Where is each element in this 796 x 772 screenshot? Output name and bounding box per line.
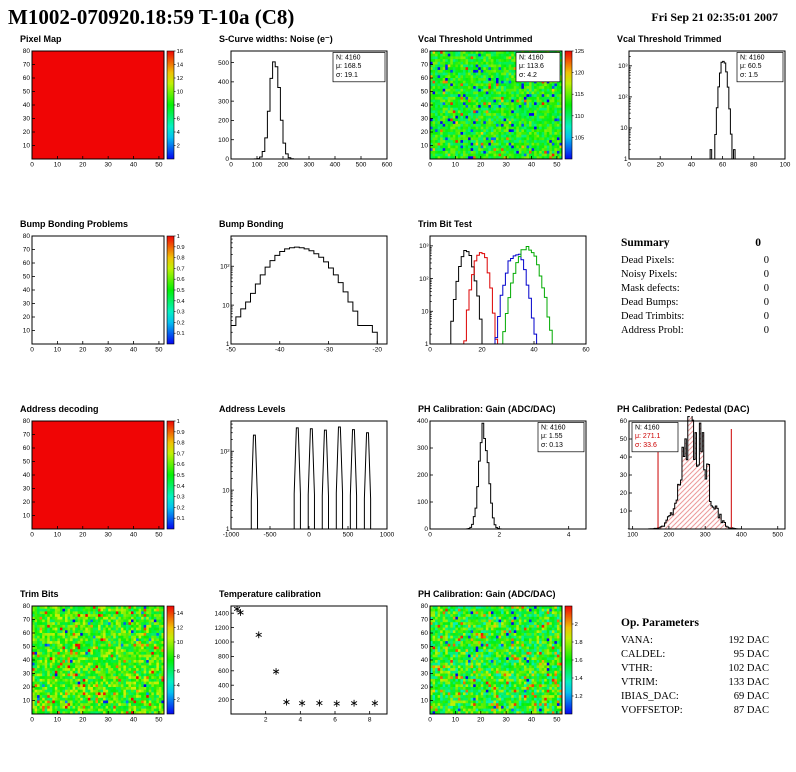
param-label: Mask defects: xyxy=(621,283,680,294)
param-row: Address Probl: 0 xyxy=(621,324,769,338)
param-row: CALDEL: 95 DAC xyxy=(621,648,769,662)
param-label: Noisy Pixels: xyxy=(621,269,678,280)
param-label: Address Probl: xyxy=(621,325,684,336)
param-label: Dead Pixels: xyxy=(621,255,675,266)
param-row: Dead Pixels: 0 xyxy=(621,254,769,268)
panel-title: Trim Bits xyxy=(20,589,59,599)
param-row: Noisy Pixels: 0 xyxy=(621,268,769,282)
panel-address-decoding: Address decoding xyxy=(0,402,199,587)
pixel-map-canvas xyxy=(6,46,198,174)
panel-title: Bump Bonding xyxy=(219,219,284,229)
param-value: 95 DAC xyxy=(733,649,769,660)
op-parameters-title: Op. Parameters xyxy=(621,617,699,629)
panel-ph-gain-map: PH Calibration: Gain (ADC/DAC) xyxy=(398,587,597,772)
panel-title: S-Curve widths: Noise (e⁻) xyxy=(219,34,333,44)
panel-scurve-noise: S-Curve widths: Noise (e⁻) xyxy=(199,32,398,217)
ph-gain-canvas xyxy=(404,416,596,544)
page-title: M1002-070920.18:59 T-10a (C8) xyxy=(8,5,295,29)
summary-title: Summary xyxy=(621,237,670,249)
param-row: Dead Trimbits: 0 xyxy=(621,310,769,324)
param-label: CALDEL: xyxy=(621,649,666,660)
panel-title: PH Calibration: Gain (ADC/DAC) xyxy=(418,589,556,599)
report-datetime: Fri Sep 21 02:35:01 2007 xyxy=(651,10,778,24)
panel-title: Vcal Threshold Trimmed xyxy=(617,34,722,44)
param-label: IBIAS_DAC: xyxy=(621,691,679,702)
panel-title: PH Calibration: Gain (ADC/DAC) xyxy=(418,404,556,414)
panel-title: Vcal Threshold Untrimmed xyxy=(418,34,533,44)
panel-trim-bit-test: Trim Bit Test xyxy=(398,217,597,402)
bump-bonding-canvas xyxy=(205,231,397,359)
address-decoding-canvas xyxy=(6,416,198,544)
temperature-calibration-canvas xyxy=(205,601,397,729)
param-label: VTHR: xyxy=(621,663,653,674)
summary-total: 0 xyxy=(755,237,761,249)
summary-block: Summary 0 Dead Pixels: 0 Noisy Pixels: 0 Mas… xyxy=(597,217,796,402)
panel-title: Temperature calibration xyxy=(219,589,321,599)
scurve-noise-canvas xyxy=(205,46,397,174)
param-row: VOFFSETOP: 87 DAC xyxy=(621,704,769,718)
panel-ph-pedestal: PH Calibration: Pedestal (DAC) xyxy=(597,402,796,587)
param-row: IBIAS_DAC: 69 DAC xyxy=(621,690,769,704)
plots-grid: Pixel Map S-Curve widths: Noise (e⁻) Vca… xyxy=(0,32,796,772)
op-parameters-rows: VANA: 192 DAC CALDEL: 95 DAC VTHR: 102 DAC VTR… xyxy=(621,634,796,718)
panel-pixel-map: Pixel Map xyxy=(0,32,199,217)
param-value: 0 xyxy=(763,269,769,280)
param-row: Mask defects: 0 xyxy=(621,282,769,296)
panel-title: Address Levels xyxy=(219,404,286,414)
vcal-trimmed-canvas xyxy=(603,46,795,174)
summary-rows: Dead Pixels: 0 Noisy Pixels: 0 Mask defects:… xyxy=(621,254,796,338)
panel-title: Trim Bit Test xyxy=(418,219,472,229)
panel-title: Address decoding xyxy=(20,404,99,414)
param-value: 133 DAC xyxy=(728,677,769,688)
param-value: 69 DAC xyxy=(733,691,769,702)
param-label: Dead Bumps: xyxy=(621,297,679,308)
panel-temperature-calibration: Temperature calibration xyxy=(199,587,398,772)
param-value: 0 xyxy=(763,311,769,322)
param-value: 87 DAC xyxy=(733,705,769,716)
trim-bits-canvas xyxy=(6,601,198,729)
panel-address-levels: Address Levels xyxy=(199,402,398,587)
panel-title: Bump Bonding Problems xyxy=(20,219,128,229)
ph-pedestal-canvas xyxy=(603,416,795,544)
param-value: 0 xyxy=(763,297,769,308)
param-label: Dead Trimbits: xyxy=(621,311,685,322)
param-value: 192 DAC xyxy=(728,635,769,646)
op-parameters-block: Op. Parameters VANA: 192 DAC CALDEL: 95 DAC… xyxy=(597,587,796,772)
param-row: VTRIM: 133 DAC xyxy=(621,676,769,690)
ph-gain-map-canvas xyxy=(404,601,596,729)
summary-header: Summary 0 xyxy=(621,237,761,249)
trim-bit-test-canvas xyxy=(404,231,596,359)
vcal-untrimmed-canvas xyxy=(404,46,596,174)
param-label: VANA: xyxy=(621,635,653,646)
param-value: 102 DAC xyxy=(728,663,769,674)
param-label: VTRIM: xyxy=(621,677,658,688)
panel-title: PH Calibration: Pedestal (DAC) xyxy=(617,404,750,414)
panel-ph-gain: PH Calibration: Gain (ADC/DAC) xyxy=(398,402,597,587)
panel-vcal-threshold-untrimmed: Vcal Threshold Untrimmed xyxy=(398,32,597,217)
param-row: VANA: 192 DAC xyxy=(621,634,769,648)
param-value: 0 xyxy=(763,255,769,266)
report-header: M1002-070920.18:59 T-10a (C8) Fri Sep 21… xyxy=(0,0,796,32)
address-levels-canvas xyxy=(205,416,397,544)
bump-problems-canvas xyxy=(6,231,198,359)
param-value: 0 xyxy=(763,325,769,336)
param-label: VOFFSETOP: xyxy=(621,705,683,716)
panel-bump-bonding-problems: Bump Bonding Problems xyxy=(0,217,199,402)
param-row: Dead Bumps: 0 xyxy=(621,296,769,310)
param-row: VTHR: 102 DAC xyxy=(621,662,769,676)
panel-vcal-threshold-trimmed: Vcal Threshold Trimmed xyxy=(597,32,796,217)
panel-trim-bits: Trim Bits xyxy=(0,587,199,772)
param-value: 0 xyxy=(763,283,769,294)
op-parameters-header: Op. Parameters xyxy=(621,617,769,629)
panel-bump-bonding: Bump Bonding xyxy=(199,217,398,402)
panel-title: Pixel Map xyxy=(20,34,62,44)
